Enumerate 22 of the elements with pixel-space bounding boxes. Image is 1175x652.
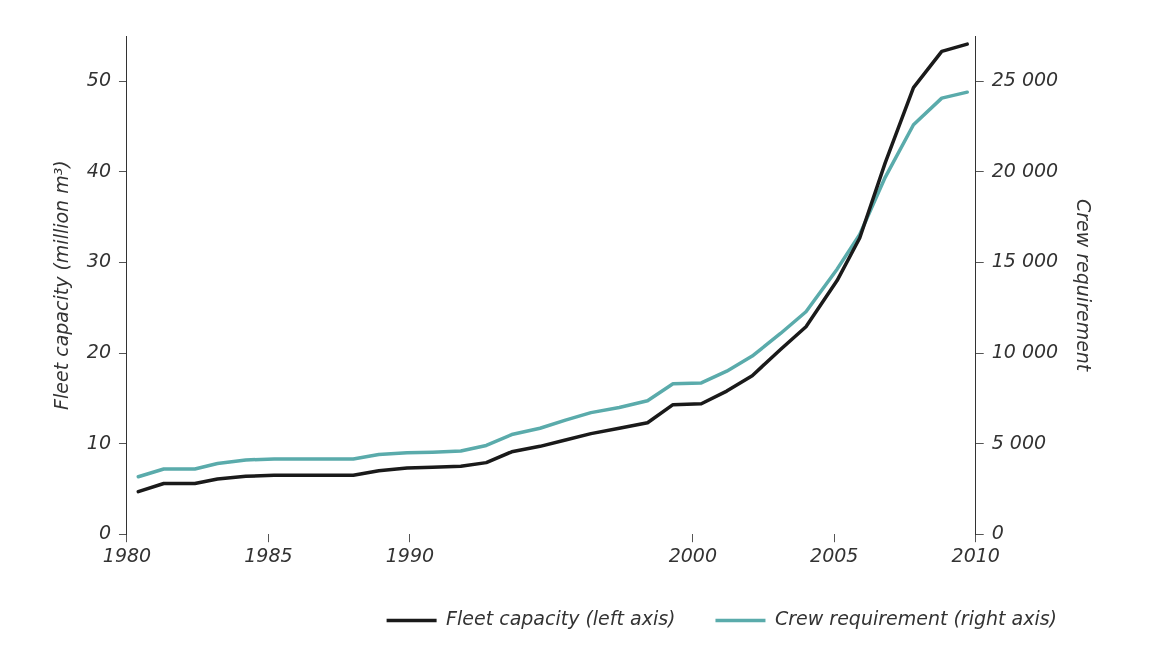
y-tick-label: 0 [98, 521, 111, 544]
y2-tick-label: 20 000 [991, 158, 1059, 181]
y2-tick-label: 10 000 [991, 339, 1059, 362]
y2-tick-label: 0 [991, 521, 1004, 544]
x-tick-label: 1980 [102, 543, 152, 566]
x-tick-label: 2000 [668, 543, 717, 566]
y-tick-label: 10 [86, 430, 111, 453]
y-axis-title: Fleet capacity (million m³) [50, 160, 73, 410]
x-tick-label: 2010 [951, 543, 1000, 566]
y-tick-label: 20 [86, 339, 111, 362]
y-tick-label: 40 [86, 158, 111, 181]
y2-tick-label: 5 000 [991, 430, 1047, 453]
y-tick-label: 30 [86, 249, 111, 272]
legend-label: Crew requirement (right axis) [774, 607, 1057, 630]
y2-tick-label: 15 000 [991, 249, 1059, 272]
x-tick-label: 1985 [244, 543, 293, 566]
legend-label: Fleet capacity (left axis) [446, 607, 676, 630]
x-tick-label: 1990 [385, 543, 435, 566]
y-tick-label: 50 [86, 68, 111, 91]
y2-tick-label: 25 000 [991, 68, 1059, 91]
x-tick-label: 2005 [810, 543, 859, 566]
y2-axis-title: Crew requirement [1072, 198, 1095, 373]
